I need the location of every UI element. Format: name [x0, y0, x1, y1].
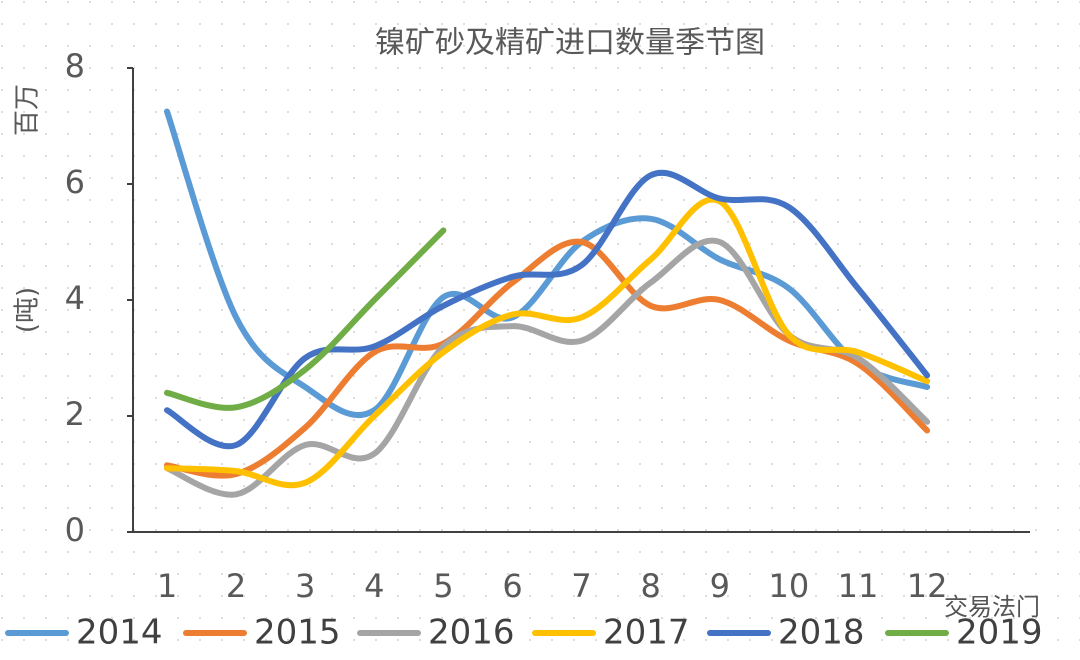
x-tick-label: 1	[157, 567, 177, 605]
y-tick-label: 4	[65, 279, 85, 317]
y-axis-label: (吨)	[13, 287, 43, 333]
x-tick-label: 2	[226, 567, 246, 605]
y-tick-label: 0	[65, 511, 85, 549]
y-tick-label: 8	[65, 47, 85, 85]
series-line	[164, 227, 447, 411]
y-axis-label: 百万	[13, 84, 43, 136]
y-tick-label: 2	[65, 395, 85, 433]
x-tick-label: 8	[641, 567, 661, 605]
legend-label: 2018	[778, 613, 865, 653]
legend-label: 2014	[76, 613, 163, 653]
x-tick-label: 11	[838, 567, 879, 605]
x-tick-label: 3	[295, 567, 315, 605]
series-line	[164, 238, 931, 479]
chart-title: 镍矿砂及精矿进口数量季节图	[375, 26, 765, 61]
x-tick-label: 10	[769, 567, 810, 605]
legend-label: 2019	[956, 613, 1043, 653]
legend-label: 2015	[254, 613, 341, 653]
y-tick-label: 6	[65, 163, 85, 201]
x-tick-label: 6	[502, 567, 522, 605]
x-tick-label: 4	[364, 567, 384, 605]
legend-label: 2017	[603, 613, 690, 653]
x-tick-label: 9	[710, 567, 730, 605]
x-tick-label: 12	[907, 567, 948, 605]
series-line	[164, 169, 931, 450]
x-tick-label: 7	[571, 567, 591, 605]
series-line	[164, 196, 931, 489]
legend-label: 2016	[428, 613, 515, 653]
x-tick-label: 5	[433, 567, 453, 605]
watermark: 交易法门	[944, 593, 1040, 621]
